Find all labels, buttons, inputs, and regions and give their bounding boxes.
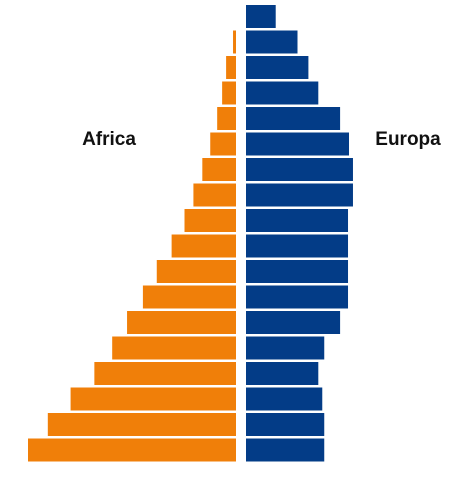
africa-bar-1	[233, 30, 236, 54]
africa-bars	[28, 30, 237, 462]
africa-bar-6	[202, 158, 236, 181]
europa-bar-17	[246, 438, 325, 462]
europa-bar-16	[246, 413, 325, 436]
europa-bar-12	[246, 311, 341, 334]
europa-bar-5	[246, 132, 350, 156]
africa-bar-13	[112, 336, 236, 360]
europa-bar-7	[246, 183, 353, 207]
europa-bar-4	[246, 107, 341, 130]
europa-bar-11	[246, 285, 349, 309]
africa-bar-2	[226, 56, 236, 79]
africa-series-label: Africa	[82, 129, 136, 150]
europa-bar-1	[246, 30, 298, 54]
africa-bar-10	[156, 260, 236, 283]
africa-bar-15	[70, 387, 236, 411]
africa-bar-12	[127, 311, 236, 334]
europa-bars	[246, 5, 353, 462]
europa-bar-10	[246, 260, 349, 283]
europa-bar-2	[246, 56, 309, 79]
europa-bar-9	[246, 234, 349, 258]
africa-bar-17	[28, 438, 236, 462]
africa-bar-8	[184, 209, 236, 232]
africa-bar-7	[193, 183, 236, 207]
europa-bar-15	[246, 387, 323, 411]
africa-bar-16	[47, 413, 237, 436]
europa-bar-8	[246, 209, 349, 232]
africa-bar-11	[142, 285, 236, 309]
europa-bar-0	[246, 5, 276, 28]
europa-bar-14	[246, 362, 319, 385]
europa-bar-13	[246, 336, 325, 360]
europa-bar-3	[246, 81, 319, 105]
europa-bar-6	[246, 158, 353, 181]
africa-bar-3	[222, 81, 236, 105]
africa-bar-4	[217, 107, 236, 130]
africa-bar-5	[210, 132, 236, 156]
europa-series-label: Europa	[375, 129, 441, 150]
africa-bar-9	[171, 234, 236, 258]
africa-bar-14	[94, 362, 236, 385]
